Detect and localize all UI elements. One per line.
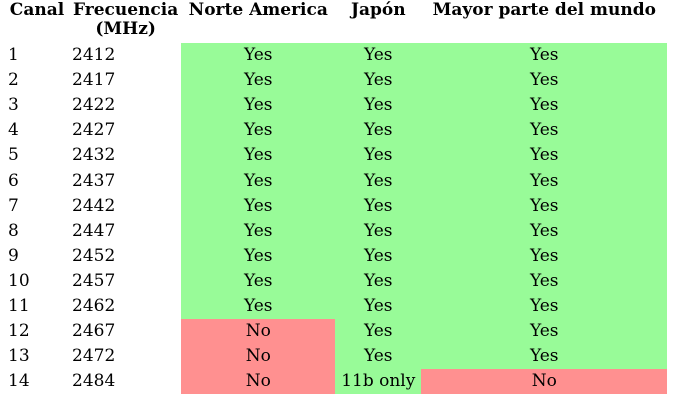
table-header: Canal Frecuencia (MHz) Norte America Jap…: [4, 0, 667, 43]
cell-norte-america: No: [181, 319, 336, 345]
cell-canal: 2: [8, 70, 19, 91]
cell-japon: Yes: [335, 243, 422, 269]
cell-frecuencia: 2457: [72, 270, 116, 291]
table-row: 2 2417 Yes Yes Yes: [4, 68, 668, 94]
cell-frecuencia: 2467: [72, 321, 116, 342]
cell-mundo: Yes: [421, 344, 668, 370]
table-row: 12 2467 No Yes Yes: [4, 319, 668, 345]
header-japon-label: Japón: [350, 0, 406, 20]
cell-norte-america: No: [181, 369, 336, 395]
cell-japon: Yes: [335, 218, 422, 244]
cell-frecuencia: 2412: [72, 45, 116, 66]
header-frecuencia: Frecuencia (MHz): [70, 0, 181, 43]
header-frecuencia-unit: (MHz): [95, 19, 156, 39]
cell-norte-america: Yes: [181, 43, 336, 69]
table-row: 4 2427 Yes Yes Yes: [4, 118, 668, 144]
cell-canal: 9: [8, 245, 19, 266]
cell-japon: Yes: [335, 268, 422, 294]
cell-japon: Yes: [335, 293, 422, 320]
cell-canal: 10: [8, 270, 30, 291]
header-canal-label: Canal: [9, 0, 65, 20]
cell-japon: Yes: [335, 168, 422, 194]
cell-mundo: Yes: [421, 118, 668, 144]
cell-frecuencia: 2437: [72, 170, 116, 191]
cell-mundo: Yes: [421, 143, 668, 169]
cell-norte-america: Yes: [181, 118, 336, 144]
cell-canal: 7: [8, 195, 19, 216]
cell-frecuencia: 2452: [72, 245, 116, 266]
table-row: 8 2447 Yes Yes Yes: [4, 218, 668, 244]
cell-mundo: Yes: [421, 243, 668, 269]
cell-japon: Yes: [335, 43, 422, 69]
cell-norte-america: Yes: [181, 218, 336, 244]
cell-canal: 5: [8, 145, 19, 166]
cell-canal: 8: [8, 220, 19, 241]
header-japon: Japón: [335, 0, 421, 43]
cell-canal: 6: [8, 170, 19, 191]
cell-mundo: Yes: [421, 168, 668, 194]
header-frecuencia-label: Frecuencia: [73, 0, 179, 20]
cell-mundo: Yes: [421, 43, 668, 69]
cell-norte-america: Yes: [181, 68, 336, 94]
header-mundo: Mayor parte del mundo: [421, 0, 667, 43]
header-norte-america: Norte America: [181, 0, 335, 43]
table-row: 14 2484 No 11b only No: [4, 369, 668, 395]
cell-frecuencia: 2442: [72, 195, 116, 216]
cell-mundo: No: [421, 369, 668, 395]
cell-mundo: Yes: [421, 68, 668, 94]
cell-frecuencia: 2422: [72, 95, 116, 116]
header-norte-america-label: Norte America: [188, 0, 328, 20]
table-row: 1 2412 Yes Yes Yes: [4, 43, 668, 69]
table-body: 1 2412 Yes Yes Yes 2 2417 Yes Yes Yes 3 2422 Yes Yes Y…: [4, 43, 668, 395]
cell-frecuencia: 2447: [72, 220, 116, 241]
header-canal: Canal: [4, 0, 70, 43]
cell-mundo: Yes: [421, 268, 668, 294]
cell-mundo: Yes: [421, 319, 668, 345]
cell-canal: 14: [8, 371, 30, 392]
cell-norte-america: Yes: [181, 193, 336, 219]
cell-mundo: Yes: [421, 193, 668, 219]
cell-mundo: Yes: [421, 293, 668, 320]
cell-japon: Yes: [335, 93, 422, 119]
cell-norte-america: Yes: [181, 268, 336, 294]
cell-frecuencia: 2484: [72, 371, 116, 392]
cell-frecuencia: 2472: [72, 346, 116, 367]
table-row: 7 2442 Yes Yes Yes: [4, 193, 668, 219]
table-row: 6 2437 Yes Yes Yes: [4, 168, 668, 194]
cell-frecuencia: 2462: [72, 295, 116, 316]
table-row: 11 2462 Yes Yes Yes: [4, 293, 668, 320]
cell-norte-america: No: [181, 344, 336, 370]
cell-norte-america: Yes: [181, 293, 336, 320]
cell-canal: 11: [8, 295, 30, 316]
cell-norte-america: Yes: [181, 243, 336, 269]
cell-canal: 1: [8, 45, 19, 66]
cell-canal: 3: [8, 95, 19, 116]
cell-japon: Yes: [335, 118, 422, 144]
channel-table: Canal Frecuencia (MHz) Norte America Jap…: [4, 0, 668, 395]
cell-frecuencia: 2417: [72, 70, 116, 91]
cell-mundo: Yes: [421, 93, 668, 119]
cell-canal: 12: [8, 321, 30, 342]
header-row: Canal Frecuencia (MHz) Norte America Jap…: [4, 0, 667, 43]
cell-norte-america: Yes: [181, 143, 336, 169]
cell-japon: Yes: [335, 193, 422, 219]
cell-norte-america: Yes: [181, 168, 336, 194]
cell-norte-america: Yes: [181, 93, 336, 119]
cell-japon: Yes: [335, 319, 422, 345]
cell-canal: 4: [8, 120, 19, 141]
cell-frecuencia: 2427: [72, 120, 116, 141]
table-row: 10 2457 Yes Yes Yes: [4, 268, 668, 294]
table-row: 9 2452 Yes Yes Yes: [4, 243, 668, 269]
header-mundo-label: Mayor parte del mundo: [432, 0, 656, 20]
cell-mundo: Yes: [421, 218, 668, 244]
cell-japon: Yes: [335, 344, 422, 370]
table-row: 5 2432 Yes Yes Yes: [4, 143, 668, 169]
table-row: 13 2472 No Yes Yes: [4, 344, 668, 370]
cell-japon: Yes: [335, 68, 422, 94]
cell-japon: 11b only: [335, 369, 422, 395]
table-row: 3 2422 Yes Yes Yes: [4, 93, 668, 119]
cell-canal: 13: [8, 346, 30, 367]
cell-frecuencia: 2432: [72, 145, 116, 166]
cell-japon: Yes: [335, 143, 422, 169]
